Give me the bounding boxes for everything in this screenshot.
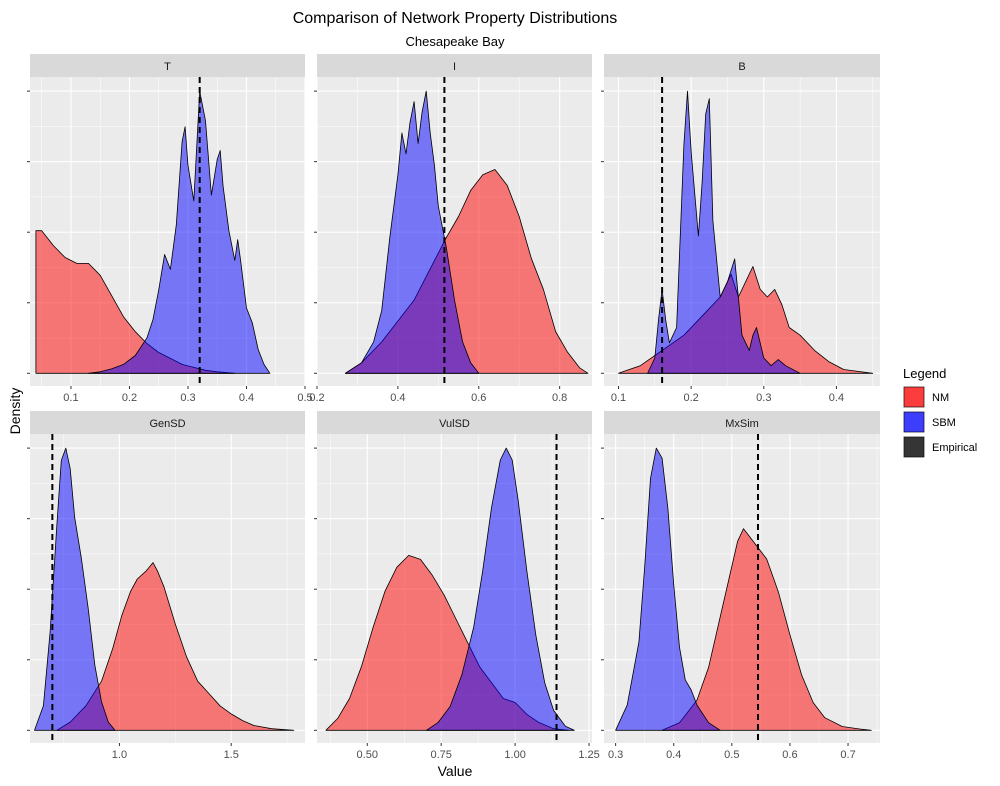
x-tick-label: 0.4 (390, 392, 405, 404)
strip-label: MxSim (725, 418, 759, 430)
y-axis-title: Density (7, 388, 23, 435)
x-tick-label: 0.4 (239, 392, 254, 404)
x-tick-label: 0.3 (608, 749, 623, 761)
strip-background (30, 411, 305, 434)
chart-subtitle: Chesapeake Bay (405, 34, 505, 49)
legend-key-sbm (903, 411, 925, 433)
density-sbm (426, 447, 575, 731)
chart-title: Comparison of Network Property Distribut… (293, 10, 618, 27)
density-sbm (615, 447, 721, 731)
strip-label: B (738, 61, 745, 73)
legend-items: NM SBM Empirical (903, 386, 977, 458)
strip-background (604, 54, 880, 77)
x-tick-label: 1.5 (224, 749, 239, 761)
strip-label: I (453, 61, 456, 73)
x-tick-label: 0.1 (611, 392, 626, 404)
x-tick-label: 0.7 (840, 749, 855, 761)
density-nm (661, 528, 872, 731)
x-tick-label: 0.2 (309, 392, 324, 404)
panel-GenSD: GenSD 1.0 1.5 (27, 411, 305, 761)
x-tick-label: 0.5 (724, 749, 739, 761)
x-tick-label: 0.4 (829, 392, 844, 404)
x-tick-label: 0.2 (684, 392, 699, 404)
x-tick-label: 0.4 (666, 749, 681, 761)
legend-key-nm (903, 386, 925, 408)
x-tick-label: 0.3 (180, 392, 195, 404)
x-tick-label: 1.00 (504, 749, 525, 761)
strip-background (317, 54, 592, 77)
x-tick-label: 1.25 (578, 749, 599, 761)
legend-label: NM (932, 392, 949, 404)
density-sbm (344, 90, 480, 374)
strip-label: VulSD (439, 418, 470, 430)
density-sbm (647, 90, 801, 374)
legend-key-empirical (903, 436, 925, 458)
facet-panels: T 0.1 0.2 0.3 0.4 0.5 I 0.2 0.4 0.6 0.8 B 0.1 0.2 0.3 0… (27, 54, 880, 761)
x-tick-label: 0.75 (430, 749, 451, 761)
x-tick-label: 0.50 (357, 749, 378, 761)
x-tick-label: 0.5 (297, 392, 312, 404)
strip-background (604, 411, 880, 434)
x-tick-label: 0.8 (552, 392, 567, 404)
strip-background (30, 54, 305, 77)
x-tick-label: 1.0 (112, 749, 127, 761)
x-tick-label: 0.6 (471, 392, 486, 404)
x-tick-label: 0.3 (756, 392, 771, 404)
x-tick-label: 0.6 (782, 749, 797, 761)
panel-MxSim: MxSim 0.3 0.4 0.5 0.6 0.7 (601, 411, 880, 761)
panel-B: B 0.1 0.2 0.3 0.4 (601, 54, 880, 404)
strip-background (317, 411, 592, 434)
legend-title: Legend (903, 366, 946, 381)
x-tick-label: 0.1 (63, 392, 78, 404)
legend-label: SBM (932, 417, 956, 429)
legend-label: Empirical (932, 442, 977, 454)
strip-label: GenSD (149, 418, 185, 430)
x-axis-title: Value (438, 763, 473, 779)
strip-label: T (164, 61, 171, 73)
density-sbm (88, 90, 271, 374)
panel-T: T 0.1 0.2 0.3 0.4 0.5 (27, 54, 313, 404)
panel-VulSD: VulSD 0.50 0.75 1.00 1.25 (314, 411, 600, 761)
x-tick-label: 0.2 (122, 392, 137, 404)
density-nm (56, 562, 295, 731)
panel-I: I 0.2 0.4 0.6 0.8 (309, 54, 592, 404)
legend: Legend NM SBM Empirical (903, 366, 977, 458)
